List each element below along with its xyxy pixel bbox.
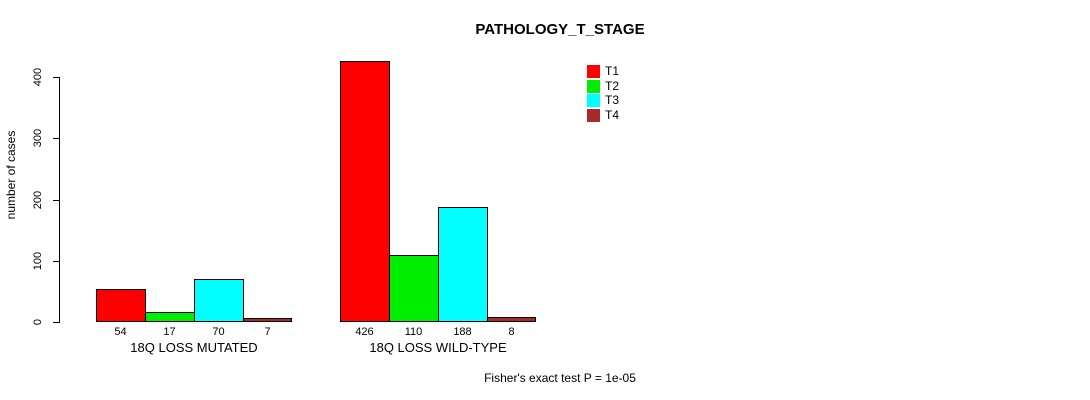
bar-value-label: 54 xyxy=(114,326,127,338)
y-axis-tick xyxy=(53,138,60,139)
bar-value-label: 188 xyxy=(453,326,472,338)
y-axis-tick xyxy=(53,322,60,323)
bar-value-label: 8 xyxy=(508,326,515,338)
fisher-test-annotation: Fisher's exact test P = 1e-05 xyxy=(484,371,636,385)
y-axis-tick-label: 200 xyxy=(32,190,44,210)
y-axis-tick-label: 400 xyxy=(32,67,44,87)
legend-label: T2 xyxy=(605,78,620,93)
bar-value-label: 17 xyxy=(163,326,176,338)
legend-label: T1 xyxy=(605,64,620,78)
y-axis-tick xyxy=(53,200,60,201)
y-axis-tick xyxy=(53,77,60,78)
legend-item-t4: T4 xyxy=(587,107,620,122)
legend-swatch-t3 xyxy=(587,94,600,107)
bar-t3-group2 xyxy=(438,207,488,322)
legend-item-t2: T2 xyxy=(587,78,620,93)
y-axis-label: number of cases xyxy=(4,130,18,220)
y-axis-tick xyxy=(53,261,60,262)
legend-item-t1: T1 xyxy=(587,65,619,78)
bar-t4-group1 xyxy=(243,318,292,322)
y-axis-tick-label: 300 xyxy=(32,128,44,148)
bar-value-label: 70 xyxy=(212,326,225,338)
legend-item-t3: T3 xyxy=(587,94,619,107)
bar-value-label: 110 xyxy=(404,326,423,338)
bar-t4-group2 xyxy=(487,317,536,322)
category-label: 18Q LOSS WILD-TYPE xyxy=(369,340,507,355)
bar-value-label: 426 xyxy=(355,326,374,338)
legend-swatch-t4 xyxy=(587,108,600,122)
legend: T1 T2 T3 T4 xyxy=(587,65,619,122)
chart-title: PATHOLOGY_T_STAGE xyxy=(475,21,645,38)
y-axis-tick-label: 100 xyxy=(32,251,44,271)
legend-swatch-t1 xyxy=(587,65,600,78)
category-label: 18Q LOSS MUTATED xyxy=(130,340,258,355)
bar-t1-group2 xyxy=(340,61,390,322)
legend-swatch-t2 xyxy=(587,79,600,93)
bar-t2-group2 xyxy=(389,255,439,322)
bar-t2-group1 xyxy=(145,312,195,322)
bar-t3-group1 xyxy=(194,279,244,322)
legend-label: T4 xyxy=(605,107,620,122)
y-axis-tick-label: 0 xyxy=(32,318,44,326)
bar-t1-group1 xyxy=(96,289,146,322)
legend-label: T3 xyxy=(605,93,620,107)
bar-value-label: 7 xyxy=(264,326,271,338)
